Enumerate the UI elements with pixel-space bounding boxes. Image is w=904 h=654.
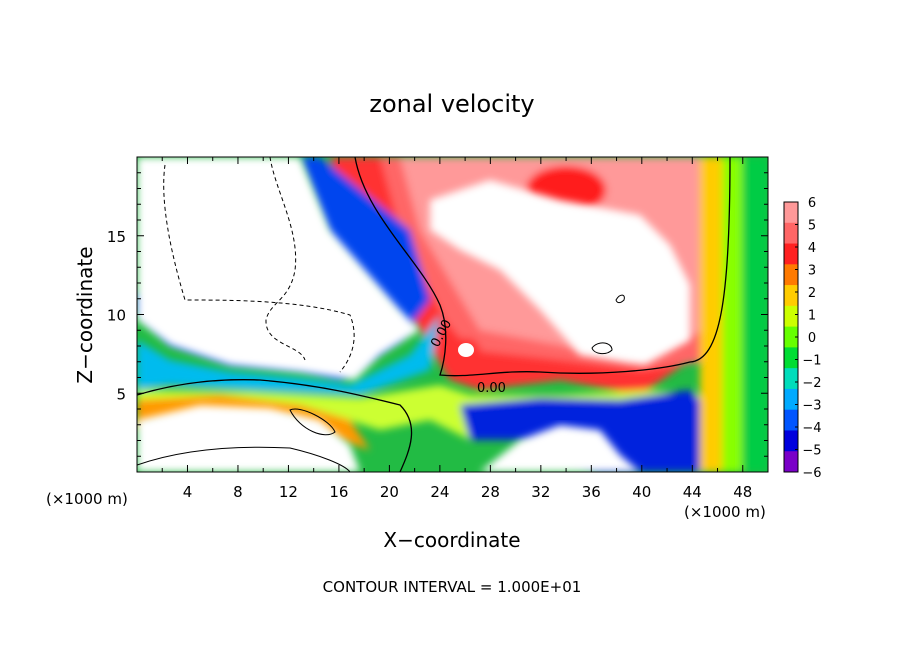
colorbar-swatch <box>784 264 798 286</box>
x-tick-label: 40 <box>632 483 651 501</box>
x-tick-label: 12 <box>279 483 298 501</box>
colorbar-swatch <box>784 285 798 307</box>
chart-title: zonal velocity <box>369 90 534 118</box>
colorbar-label: 0 <box>808 331 816 346</box>
colorbar-label: −6 <box>802 466 821 481</box>
colorbar-swatch <box>784 388 798 411</box>
colorbar-swatch <box>784 243 798 265</box>
colorbar-label: 6 <box>808 196 816 211</box>
colorbar-swatch <box>784 305 798 328</box>
x-tick-label: 48 <box>733 483 752 501</box>
colorbar-label: 5 <box>808 219 816 234</box>
colorbar-label: 1 <box>808 309 816 324</box>
colorbar-label: 2 <box>808 286 816 301</box>
heatmap-field <box>137 157 768 472</box>
colorbar-swatch <box>784 347 798 369</box>
x-axis: 4 8 12 16 20 24 28 32 36 40 44 48 <box>161 157 752 501</box>
colorbar-label: −1 <box>802 354 821 369</box>
colorbar-label: −2 <box>802 376 821 391</box>
colorbar-swatch <box>784 409 798 431</box>
colorbar-swatch <box>784 430 798 452</box>
x-tick-label: 24 <box>430 483 449 501</box>
x-tick-label: 44 <box>683 483 702 501</box>
colorbar: 6 5 4 3 2 1 0 −1 −2 −3 −4 −5 −6 <box>783 196 822 481</box>
y-tick-label: 10 <box>107 307 126 325</box>
colorbar-swatch <box>784 222 798 245</box>
colorbar-label: 4 <box>808 241 816 256</box>
x-axis-label: X−coordinate <box>383 528 520 552</box>
colorbar-swatch <box>784 326 798 348</box>
y-axis: 5 10 15 <box>107 172 768 457</box>
contour-interval-note: CONTOUR INTERVAL = 1.000E+01 <box>323 578 582 596</box>
x-tick-label: 36 <box>582 483 601 501</box>
x-tick-label: 20 <box>380 483 399 501</box>
colorbar-swatch <box>784 202 798 224</box>
colorbar-label: 3 <box>808 264 816 279</box>
colorbar-swatch <box>784 368 798 390</box>
x-unit-left: (×1000 m) <box>46 490 128 508</box>
y-axis-label: Z−coordinate <box>73 246 97 383</box>
x-tick-label: 4 <box>183 483 193 501</box>
x-unit-right: (×1000 m) <box>684 503 766 521</box>
contour-label: 0.00 <box>477 381 506 396</box>
y-tick-label: 5 <box>116 385 126 403</box>
colorbar-label: −4 <box>802 421 821 436</box>
x-tick-label: 16 <box>329 483 348 501</box>
x-tick-label: 28 <box>481 483 500 501</box>
colorbar-label: −5 <box>802 444 821 459</box>
x-tick-label: 32 <box>531 483 550 501</box>
x-tick-label: 8 <box>233 483 243 501</box>
colorbar-label: −3 <box>802 399 821 414</box>
y-tick-label: 15 <box>107 228 126 246</box>
colorbar-swatch <box>784 451 798 473</box>
